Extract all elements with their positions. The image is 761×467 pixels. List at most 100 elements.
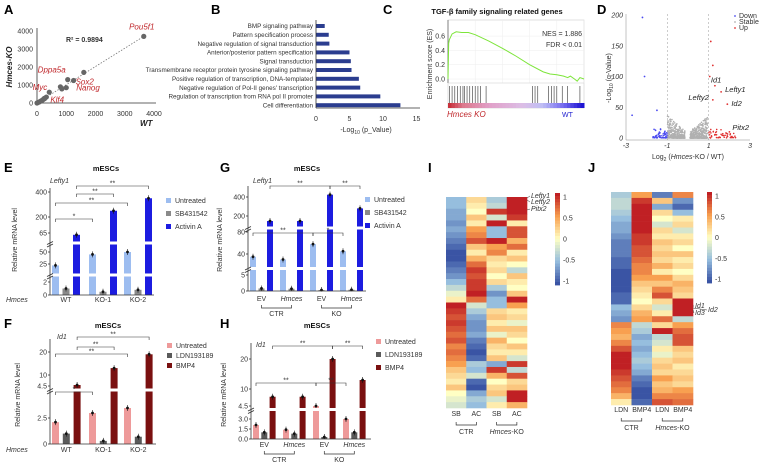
d-up-point bbox=[732, 132, 735, 135]
j-heatmap-cell bbox=[652, 227, 673, 234]
d-up-point bbox=[723, 136, 726, 139]
j-heatmap-cell bbox=[672, 328, 694, 335]
j-colorbar-segment bbox=[707, 273, 712, 278]
i-row-label-leader bbox=[526, 199, 531, 203]
d-stable-point bbox=[705, 134, 708, 137]
j-colorbar-segment bbox=[707, 198, 712, 202]
e-y-tick-label: 200 bbox=[35, 215, 47, 222]
i-colorbar-segment bbox=[555, 211, 560, 215]
c-rank-strip-segment bbox=[529, 103, 534, 108]
e-replicate-dot bbox=[75, 233, 78, 237]
h-significance-bracket bbox=[315, 382, 347, 386]
i-heatmap-cell bbox=[446, 320, 467, 327]
d-up-point bbox=[709, 130, 711, 133]
d-xlabel-sub: 2 bbox=[664, 157, 667, 163]
e-bar bbox=[145, 198, 152, 295]
i-heatmap-cell bbox=[446, 255, 467, 262]
d-stable-point bbox=[703, 136, 706, 138]
j-heatmap-cell bbox=[652, 304, 673, 311]
h-replicate-dot bbox=[361, 378, 364, 382]
h-bar bbox=[351, 432, 358, 439]
c-rank-strip-segment bbox=[461, 103, 466, 108]
b-bar bbox=[316, 68, 352, 72]
i-heatmap-cell bbox=[506, 378, 528, 385]
c-y-tick-label: 0.4 bbox=[435, 48, 445, 55]
c-y-tick-label: 0.6 bbox=[435, 34, 445, 41]
f-bar bbox=[73, 385, 81, 444]
e-legend-label: Activin A bbox=[175, 224, 202, 231]
d-stable-point bbox=[680, 133, 682, 136]
d-stable-point bbox=[680, 136, 682, 139]
g-replicate-dot bbox=[260, 287, 263, 290]
e-replicate-dot bbox=[147, 196, 150, 200]
c-right-label: WT bbox=[562, 112, 574, 119]
d-data-point bbox=[641, 16, 644, 19]
i-heatmap-cell bbox=[486, 343, 508, 350]
j-heatmap-cell bbox=[672, 304, 694, 311]
i-heatmap-cell bbox=[486, 208, 508, 215]
i-row-label-leader bbox=[526, 195, 531, 199]
i-heatmap-cell bbox=[466, 390, 487, 397]
d-up-point bbox=[708, 131, 710, 134]
d-stable-point bbox=[667, 130, 669, 133]
c-rank-strip-segment bbox=[495, 103, 500, 108]
f-replicate-dot bbox=[101, 439, 105, 443]
i-heatmap-cell bbox=[466, 366, 487, 374]
j-heatmap-cell bbox=[652, 316, 673, 323]
d-stable-point bbox=[683, 136, 686, 139]
i-heatmap-cell bbox=[446, 378, 467, 385]
d-stable-point bbox=[673, 122, 676, 124]
f-significance-bracket bbox=[76, 346, 115, 350]
j-heatmap-cell bbox=[611, 268, 632, 276]
d-legend-dot bbox=[734, 21, 736, 23]
j-column-label: LDN bbox=[614, 407, 628, 414]
i-heatmap-cell bbox=[446, 279, 467, 286]
i-heatmap-cell bbox=[506, 255, 528, 262]
g-group-label: KO bbox=[331, 311, 342, 318]
d-stable-point bbox=[680, 129, 683, 131]
j-heatmap-cell bbox=[652, 239, 673, 246]
i-colorbar-segment bbox=[555, 196, 560, 200]
e-replicate-dot bbox=[91, 253, 94, 256]
i-heatmap-cell bbox=[466, 214, 487, 221]
e-replicate-dot bbox=[136, 288, 140, 292]
g-y-tick-label: 400 bbox=[233, 195, 245, 202]
d-data-point bbox=[711, 64, 714, 67]
d-up-point bbox=[715, 128, 718, 131]
j-heatmap-cell bbox=[631, 328, 653, 335]
j-colorbar-segment bbox=[707, 261, 712, 266]
b-category-label: Pattern specification process bbox=[232, 32, 313, 39]
d-stable-point bbox=[674, 126, 676, 129]
i-heatmap-cell bbox=[486, 279, 508, 286]
e-significance-label: ** bbox=[89, 198, 95, 205]
i-heatmap-cell bbox=[486, 273, 508, 280]
i-heatmap-cell bbox=[466, 331, 487, 338]
j-heatmap-cell bbox=[652, 375, 673, 382]
d-stable-point bbox=[701, 129, 703, 132]
j-heatmap-cell bbox=[631, 221, 653, 228]
i-heatmap-cell bbox=[506, 314, 528, 321]
i-heatmap-cell bbox=[486, 232, 508, 239]
j-colorbar-tick-label: -1 bbox=[715, 277, 721, 284]
i-heatmap-cell bbox=[446, 355, 467, 362]
j-heatmap-cell bbox=[652, 328, 673, 335]
j-heatmap-cell bbox=[631, 334, 653, 341]
i-heatmap-cell bbox=[486, 378, 508, 385]
i-heatmap-cell bbox=[486, 214, 508, 221]
d-up-point bbox=[725, 136, 728, 139]
d-stable-point bbox=[695, 128, 698, 131]
j-heatmap-cell bbox=[611, 239, 632, 246]
i-heatmap-cell bbox=[466, 349, 487, 356]
a-y-axis-label: Hmces-KO bbox=[5, 46, 14, 88]
d-stable-point bbox=[694, 137, 696, 139]
panel-label-F: F bbox=[4, 316, 12, 331]
a-y-tick-label: 2000 bbox=[17, 65, 33, 72]
c-rank-strip-segment bbox=[468, 103, 473, 108]
j-heatmap-cell bbox=[631, 339, 653, 347]
j-heatmap-cell bbox=[652, 310, 673, 317]
g-significance-label: ** bbox=[280, 228, 286, 235]
j-heatmap-cell bbox=[672, 257, 694, 264]
e-replicate-dot bbox=[54, 264, 57, 267]
j-colorbar-segment bbox=[707, 228, 712, 232]
j-heatmap-cell bbox=[672, 357, 694, 364]
